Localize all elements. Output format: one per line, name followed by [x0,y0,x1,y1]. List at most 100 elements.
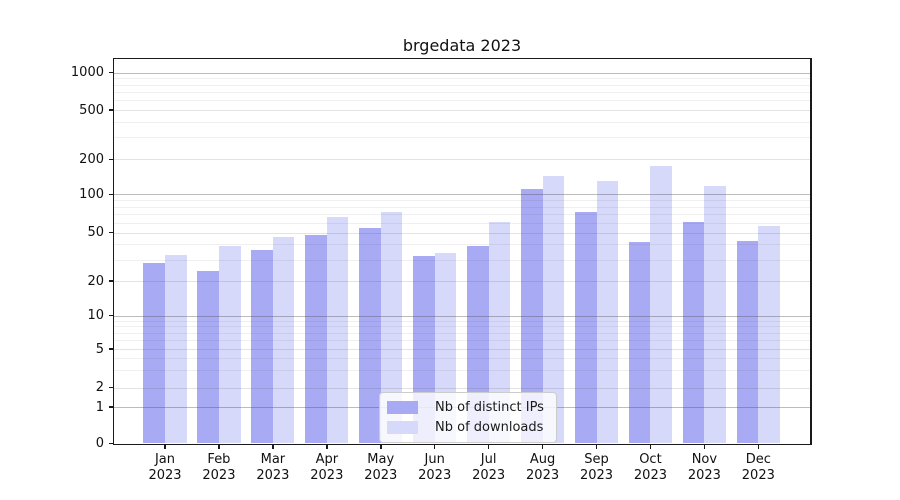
bar-nb-of-downloads-oct-2023 [650,166,673,444]
x-tick-label-month: Apr [315,452,339,467]
x-tick-label: Nov 2023 [672,452,736,484]
y-tick [108,280,113,282]
gridline-major [114,315,810,317]
x-tick-label-month: Aug [529,452,556,467]
gridline-medium [114,387,810,389]
x-tick-label-year: 2023 [148,468,182,483]
x-tick-label: Mar 2023 [241,452,305,484]
x-tick [326,445,328,449]
legend: Nb of distinct IPs Nb of downloads [379,392,557,443]
bar-nb-of-distinct-ips-sep-2023 [574,211,597,444]
y-tick [108,109,113,111]
x-tick-label-month: Oct [639,452,662,467]
y-tick-label: 1 [95,399,104,415]
gridline-medium [114,110,810,111]
x-tick-label-year: 2023 [256,468,290,483]
y-tick [108,406,113,408]
legend-label: Nb of downloads [435,420,544,435]
legend-swatch [387,421,418,434]
gridline-minor [114,206,810,208]
gridline-major [114,194,810,196]
x-tick-label-year: 2023 [202,468,236,483]
x-tick-label-month: Jan [154,452,176,467]
x-tick-label-year: 2023 [472,468,506,483]
bar-nb-of-downloads-may-2023 [380,211,403,444]
chart-title: brgedata 2023 [402,36,522,55]
x-tick-label-month: May [367,452,395,467]
bar-nb-of-downloads-sep-2023 [596,181,619,444]
x-tick-label-year: 2023 [687,468,721,483]
gridline-minor [114,222,810,224]
gridline-minor [114,91,810,93]
gridline-minor [114,78,810,80]
y-tick [108,314,113,317]
y-tick [108,231,113,234]
y-tick [108,442,113,445]
x-tick-label-year: 2023 [741,468,775,483]
x-tick-label-year: 2023 [526,468,560,483]
bar-nb-of-distinct-ips-nov-2023 [682,221,705,444]
x-tick-label: Sep 2023 [565,452,629,484]
y-tick-label: 1000 [70,65,104,81]
bar-nb-of-distinct-ips-mar-2023 [251,250,273,444]
x-tick-label-year: 2023 [579,468,614,483]
x-tick-label: Oct 2023 [618,452,682,484]
gridline-minor [114,326,810,328]
plot-area [114,59,810,444]
gridline-minor [114,84,810,86]
x-tick [703,445,706,449]
x-tick [218,445,220,449]
bar-nb-of-distinct-ips-aug-2023 [520,188,543,444]
bar-nb-of-downloads-apr-2023 [326,217,349,444]
y-tick-label: 100 [79,186,104,202]
x-tick-label: Dec 2023 [726,452,790,484]
x-tick-label-month: Dec [745,452,771,467]
bar-nb-of-distinct-ips-feb-2023 [197,271,219,444]
gridline-medium [114,349,810,350]
x-tick [487,445,490,449]
x-tick-label-year: 2023 [310,468,344,483]
bar-nb-of-downloads-mar-2023 [272,237,295,444]
x-tick-label-month: Jun [424,452,445,467]
gridline-minor [114,214,810,216]
gridline-minor [114,122,810,123]
y-tick [108,193,113,196]
x-tick-label-year: 2023 [364,468,398,483]
legend-swatch [387,401,418,414]
x-tick [649,445,652,449]
spine-left [112,57,114,445]
x-tick-label: Aug 2023 [511,452,575,484]
x-tick-label: Apr 2023 [295,452,359,484]
x-tick-label: Jul 2023 [457,452,521,484]
legend-label: Nb of distinct IPs [435,400,544,415]
gridline-minor [114,370,810,372]
x-tick-label-month: Jul [480,452,497,467]
gridline-minor [114,200,810,202]
bar-nb-of-distinct-ips-may-2023 [359,228,381,444]
bar-nb-of-downloads-dec-2023 [758,226,780,444]
x-tick-label: Jun 2023 [403,452,467,484]
bar-nb-of-downloads-nov-2023 [704,185,726,444]
x-tick-label-month: Mar [260,452,286,467]
x-tick [380,445,382,449]
x-tick-label-year: 2023 [418,468,452,483]
gridline-minor [114,332,810,334]
x-tick-label-month: Sep [584,452,609,467]
bar-nb-of-distinct-ips-oct-2023 [628,241,651,444]
y-tick-label: 200 [79,151,104,167]
legend-item: Nb of distinct IPs [387,400,544,415]
bar-nb-of-distinct-ips-apr-2023 [305,234,327,444]
spine-top [112,57,812,59]
x-tick-label-year: 2023 [633,468,667,483]
spine-bottom [112,443,812,445]
y-tick-label: 500 [79,102,104,118]
bar-nb-of-distinct-ips-jan-2023 [143,263,165,444]
x-tick [433,445,436,449]
bar-nb-of-downloads-feb-2023 [218,245,241,444]
y-tick-label: 10 [87,308,104,324]
gridline-minor [114,340,810,342]
gridline-medium [114,281,810,282]
x-tick [595,445,598,449]
y-tick [108,348,113,350]
